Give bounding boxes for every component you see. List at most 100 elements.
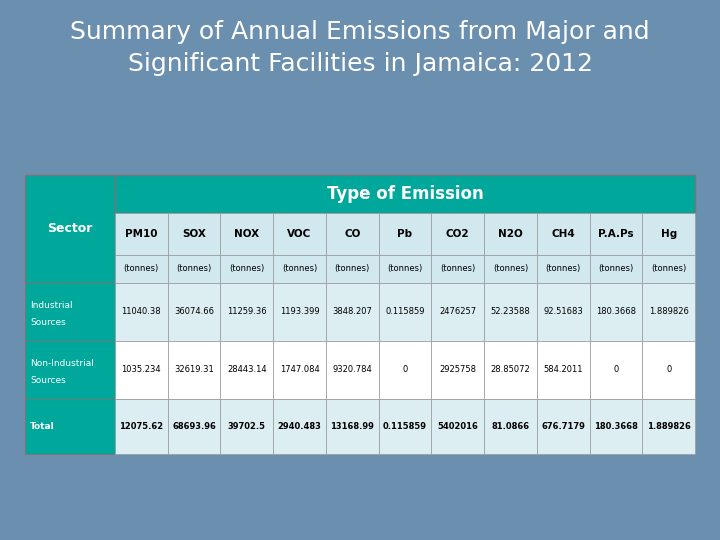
FancyBboxPatch shape	[273, 283, 326, 341]
Text: 28.85072: 28.85072	[490, 366, 531, 375]
FancyBboxPatch shape	[537, 283, 590, 341]
FancyBboxPatch shape	[431, 399, 484, 454]
FancyBboxPatch shape	[484, 213, 537, 255]
FancyBboxPatch shape	[25, 399, 115, 454]
FancyBboxPatch shape	[168, 255, 220, 283]
Text: VOC: VOC	[287, 229, 312, 239]
Text: 3848.207: 3848.207	[333, 307, 372, 316]
FancyBboxPatch shape	[25, 175, 115, 283]
FancyBboxPatch shape	[642, 399, 695, 454]
Text: (tonnes): (tonnes)	[229, 265, 264, 273]
FancyBboxPatch shape	[326, 341, 379, 399]
Text: 1193.399: 1193.399	[280, 307, 320, 316]
Text: 180.3668: 180.3668	[596, 307, 636, 316]
Text: 13168.99: 13168.99	[330, 422, 374, 431]
Text: (tonnes): (tonnes)	[335, 265, 370, 273]
FancyBboxPatch shape	[115, 255, 168, 283]
Text: 36074.66: 36074.66	[174, 307, 214, 316]
FancyBboxPatch shape	[115, 341, 168, 399]
Text: 180.3668: 180.3668	[594, 422, 638, 431]
FancyBboxPatch shape	[590, 213, 642, 255]
FancyBboxPatch shape	[379, 213, 431, 255]
Text: N2O: N2O	[498, 229, 523, 239]
Text: 2476257: 2476257	[439, 307, 477, 316]
FancyBboxPatch shape	[115, 213, 168, 255]
Text: (tonnes): (tonnes)	[176, 265, 212, 273]
FancyBboxPatch shape	[484, 341, 537, 399]
FancyBboxPatch shape	[326, 283, 379, 341]
Text: 0.115859: 0.115859	[385, 307, 425, 316]
FancyBboxPatch shape	[273, 399, 326, 454]
FancyBboxPatch shape	[25, 341, 115, 399]
Text: 11040.38: 11040.38	[122, 307, 161, 316]
Text: 12075.62: 12075.62	[120, 422, 163, 431]
FancyBboxPatch shape	[590, 399, 642, 454]
FancyBboxPatch shape	[326, 399, 379, 454]
Text: (tonnes): (tonnes)	[546, 265, 581, 273]
FancyBboxPatch shape	[431, 213, 484, 255]
Text: Industrial: Industrial	[30, 301, 73, 309]
FancyBboxPatch shape	[379, 283, 431, 341]
FancyBboxPatch shape	[115, 283, 168, 341]
Text: 584.2011: 584.2011	[544, 366, 583, 375]
Text: Type of Emission: Type of Emission	[327, 185, 483, 203]
Text: Non-Industrial: Non-Industrial	[30, 359, 94, 368]
Text: CO: CO	[344, 229, 361, 239]
FancyBboxPatch shape	[25, 283, 115, 341]
Text: Sources: Sources	[30, 376, 66, 385]
Text: CH4: CH4	[552, 229, 575, 239]
FancyBboxPatch shape	[115, 175, 695, 213]
Text: 0: 0	[402, 366, 408, 375]
Text: 1.889826: 1.889826	[647, 422, 690, 431]
Text: 52.23588: 52.23588	[490, 307, 531, 316]
Text: Sector: Sector	[48, 222, 93, 235]
FancyBboxPatch shape	[379, 341, 431, 399]
Text: Summary of Annual Emissions from Major and
Significant Facilities in Jamaica: 20: Summary of Annual Emissions from Major a…	[70, 20, 650, 76]
FancyBboxPatch shape	[115, 399, 168, 454]
FancyBboxPatch shape	[379, 255, 431, 283]
Text: Total: Total	[30, 422, 55, 431]
FancyBboxPatch shape	[537, 255, 590, 283]
Text: Sources: Sources	[30, 318, 66, 327]
FancyBboxPatch shape	[642, 341, 695, 399]
FancyBboxPatch shape	[431, 283, 484, 341]
FancyBboxPatch shape	[642, 283, 695, 341]
Text: 68693.96: 68693.96	[172, 422, 216, 431]
FancyBboxPatch shape	[431, 341, 484, 399]
Text: 0.115859: 0.115859	[383, 422, 427, 431]
Text: (tonnes): (tonnes)	[124, 265, 159, 273]
FancyBboxPatch shape	[220, 283, 273, 341]
FancyBboxPatch shape	[431, 255, 484, 283]
Text: 1035.234: 1035.234	[122, 366, 161, 375]
Text: 0: 0	[666, 366, 671, 375]
Text: PM10: PM10	[125, 229, 158, 239]
Text: Hg: Hg	[660, 229, 677, 239]
FancyBboxPatch shape	[537, 341, 590, 399]
Text: 676.7179: 676.7179	[541, 422, 585, 431]
Text: 11259.36: 11259.36	[227, 307, 266, 316]
FancyBboxPatch shape	[590, 283, 642, 341]
Text: (tonnes): (tonnes)	[651, 265, 686, 273]
FancyBboxPatch shape	[220, 255, 273, 283]
FancyBboxPatch shape	[273, 213, 326, 255]
FancyBboxPatch shape	[484, 255, 537, 283]
Text: (tonnes): (tonnes)	[492, 265, 528, 273]
Text: (tonnes): (tonnes)	[598, 265, 634, 273]
FancyBboxPatch shape	[326, 213, 379, 255]
Text: 32619.31: 32619.31	[174, 366, 214, 375]
Text: 1747.084: 1747.084	[279, 366, 320, 375]
FancyBboxPatch shape	[273, 255, 326, 283]
Text: 92.51683: 92.51683	[544, 307, 583, 316]
FancyBboxPatch shape	[537, 213, 590, 255]
FancyBboxPatch shape	[326, 255, 379, 283]
Text: 0: 0	[613, 366, 618, 375]
FancyBboxPatch shape	[590, 341, 642, 399]
Text: 2925758: 2925758	[439, 366, 476, 375]
FancyBboxPatch shape	[484, 399, 537, 454]
Text: Pb: Pb	[397, 229, 413, 239]
Text: 9320.784: 9320.784	[333, 366, 372, 375]
FancyBboxPatch shape	[220, 399, 273, 454]
Text: SOX: SOX	[182, 229, 206, 239]
Text: 2940.483: 2940.483	[278, 422, 322, 431]
FancyBboxPatch shape	[168, 341, 220, 399]
